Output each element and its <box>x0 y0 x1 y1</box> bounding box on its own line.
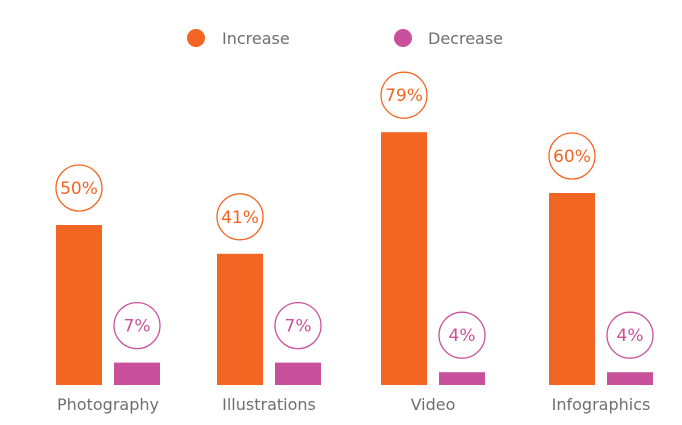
labels: 50% 7% Photography 41% 7% Illustrations 79% 4% V… <box>55 71 654 414</box>
legend-marker-decrease <box>394 29 412 47</box>
bar-increase-illustrations <box>217 253 263 385</box>
category-label-photography: Photography <box>57 395 159 414</box>
value-badge-decrease-infographics <box>606 311 654 359</box>
legend-marker-increase <box>187 29 205 47</box>
value-badge-decrease-illustrations <box>274 301 322 350</box>
bar-decrease-video <box>439 372 485 385</box>
legend-label-increase: Increase <box>222 29 290 48</box>
bar-decrease-photography <box>114 362 160 385</box>
value-badge-decrease-photography <box>113 301 161 350</box>
bars <box>56 132 653 385</box>
value-badge-increase-infographics <box>548 132 596 180</box>
bar-decrease-infographics <box>607 372 653 385</box>
category-label-video: Video <box>411 395 456 414</box>
bar-increase-video <box>381 132 427 385</box>
value-label-increase-photography: 50% <box>60 179 98 199</box>
value-badge-increase-illustrations <box>216 193 264 241</box>
bar-decrease-illustrations <box>275 362 321 385</box>
value-badge-increase-photography <box>55 164 103 212</box>
value-label-decrease-illustrations: 7% <box>285 317 312 337</box>
bar-increase-infographics <box>549 193 595 385</box>
value-badge-increase-video <box>380 71 428 119</box>
value-label-decrease-infographics: 4% <box>617 326 644 346</box>
value-label-decrease-video: 4% <box>449 326 476 346</box>
legend-label-decrease: Decrease <box>428 29 503 48</box>
legend: Increase Decrease <box>187 29 503 48</box>
value-label-increase-infographics: 60% <box>553 147 591 167</box>
category-label-illustrations: Illustrations <box>222 395 316 414</box>
value-badge-decrease-video <box>438 311 486 359</box>
value-label-increase-video: 79% <box>385 86 423 106</box>
value-label-decrease-photography: 7% <box>124 317 151 337</box>
category-label-infographics: Infographics <box>552 395 651 414</box>
bar-increase-photography <box>56 225 102 385</box>
value-label-increase-illustrations: 41% <box>221 208 259 228</box>
